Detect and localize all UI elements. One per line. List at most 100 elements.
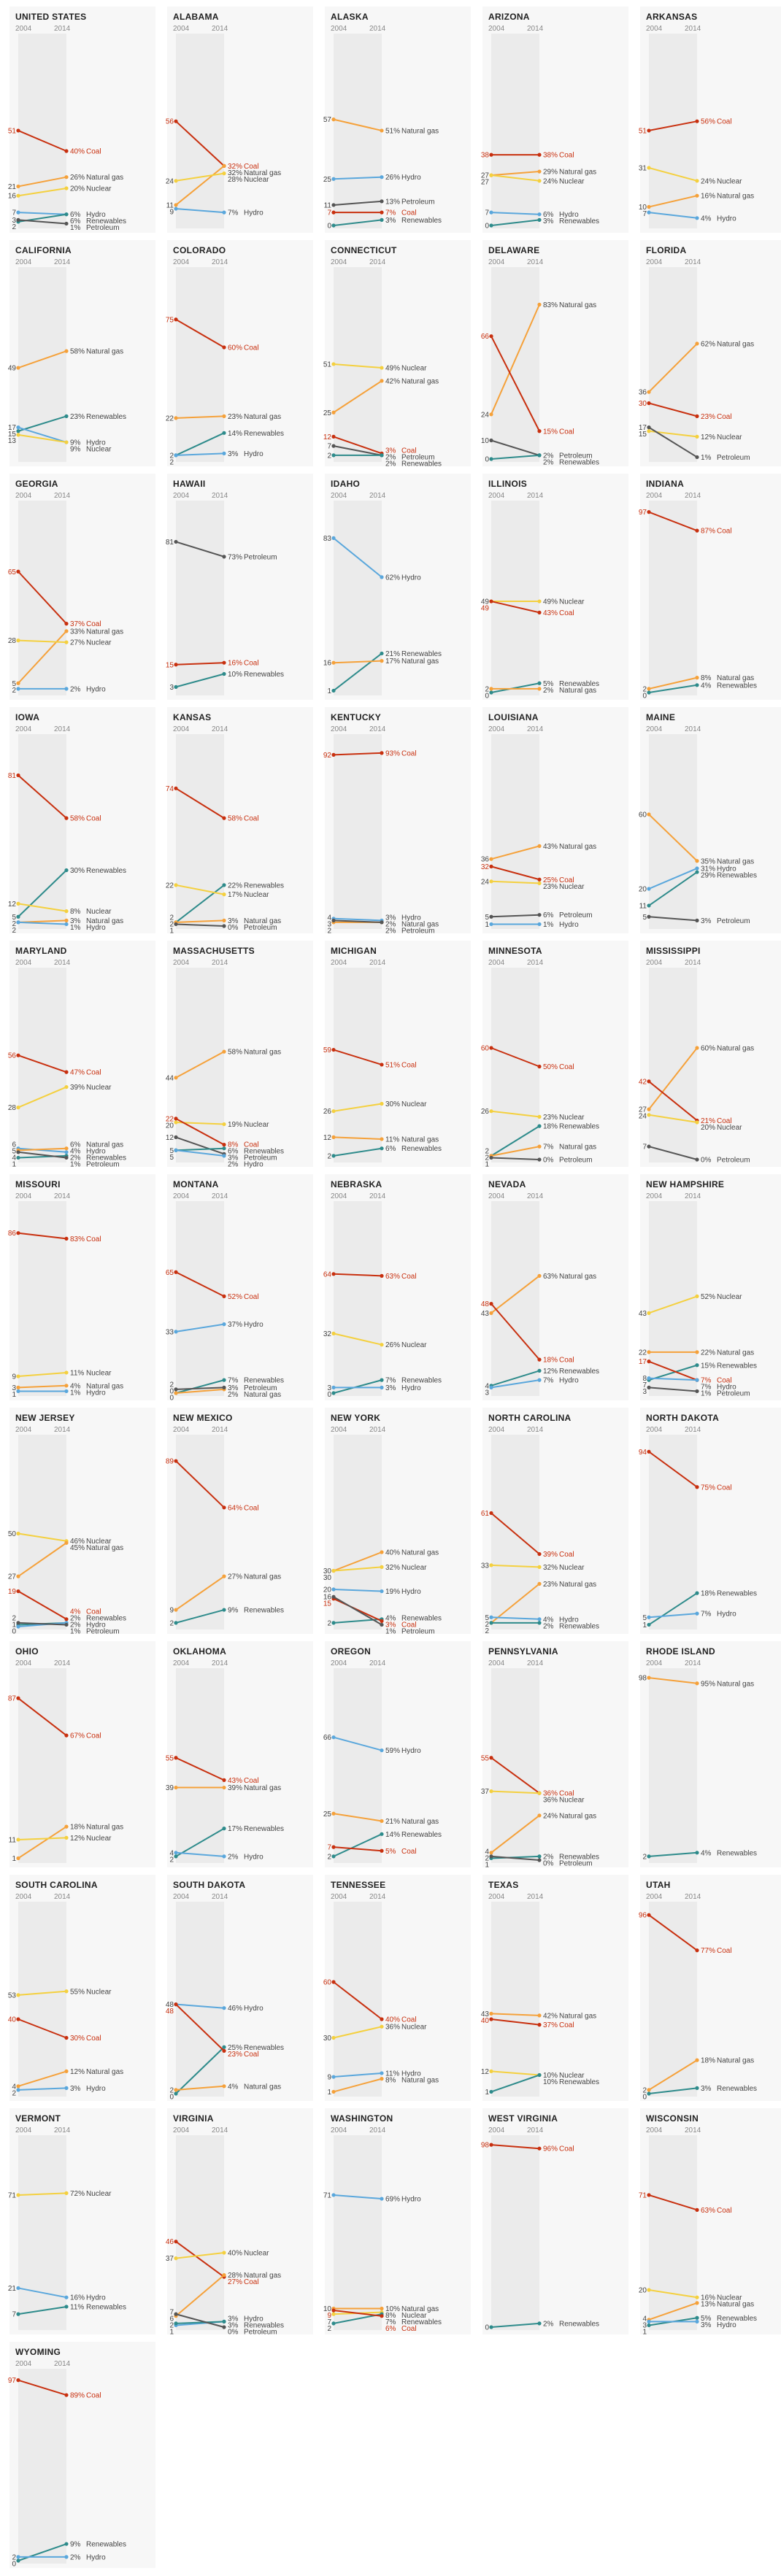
source-name-coal: Coal bbox=[86, 815, 101, 823]
value-label-2014-nuclear: 27% bbox=[70, 639, 85, 647]
state-title: CALIFORNIA bbox=[15, 245, 72, 255]
value-label-2014-coal: 58% bbox=[228, 815, 242, 823]
value-label-2004-natural-gas: 5 bbox=[12, 1148, 16, 1156]
state-panel-alabama: ALABAMA 2004 2014 56 24 11 9 32% Coal 32% Natural … bbox=[166, 7, 313, 233]
period-band bbox=[334, 501, 382, 695]
value-label-2004-hydro: 7 bbox=[12, 209, 16, 217]
source-name-renewables: Renewables bbox=[86, 217, 126, 225]
value-label-2014-coal: 63% bbox=[385, 1273, 400, 1281]
source-name-renewables: Renewables bbox=[86, 1615, 126, 1623]
state-panel-arkansas: ARKANSAS 2004 2014 51 31 10 7 56% Coal 24% Nuclear… bbox=[639, 7, 781, 233]
point-2004-coal bbox=[647, 401, 651, 406]
source-name-renewables: Renewables bbox=[244, 1607, 284, 1615]
source-name-petroleum: Petroleum bbox=[717, 917, 750, 925]
series-line-petroleum bbox=[175, 541, 225, 558]
value-label-2004-natural-gas: 36 bbox=[481, 856, 490, 864]
state-title: LOUISIANA bbox=[488, 712, 539, 722]
state-panel-georgia: GEORGIA 2004 2014 65 28 5 2 37% Coal 33% Natural g… bbox=[8, 474, 155, 700]
value-label-2014-natural-gas: 8% bbox=[701, 674, 712, 682]
state-title: MONTANA bbox=[173, 1179, 219, 1189]
year-end-label: 2014 bbox=[527, 25, 544, 33]
value-label-2004-renewables: 1 bbox=[485, 1862, 489, 1870]
source-name-nuclear: Nuclear bbox=[717, 1124, 742, 1132]
state-title: HAWAII bbox=[173, 479, 205, 489]
year-start-label: 2004 bbox=[15, 1893, 32, 1901]
point-2014-petroleum bbox=[222, 555, 226, 559]
value-label-2004-petroleum: 5 bbox=[485, 914, 489, 922]
point-2004-nuclear bbox=[489, 1789, 493, 1794]
source-name-natural-gas: Natural gas bbox=[86, 628, 123, 636]
source-name-renewables: Renewables bbox=[717, 2085, 757, 2093]
state-title: SOUTH CAROLINA bbox=[15, 1880, 98, 1890]
source-name-renewables: Renewables bbox=[559, 1622, 599, 1630]
source-name-hydro: Hydro bbox=[401, 1588, 421, 1596]
period-band bbox=[334, 1201, 382, 1396]
year-start-label: 2004 bbox=[331, 2126, 347, 2135]
source-name-renewables: Renewables bbox=[717, 2315, 757, 2323]
value-label-2004-hydro: 7 bbox=[642, 210, 647, 218]
value-label-2004-coal: 22 bbox=[166, 1115, 174, 1123]
value-label-2014-hydro: 69% bbox=[385, 2196, 400, 2204]
period-band bbox=[18, 734, 66, 929]
value-label-2004-coal: 55 bbox=[481, 1754, 490, 1762]
point-2014-coal bbox=[695, 119, 699, 123]
point-2004-petroleum bbox=[174, 1387, 178, 1392]
value-label-2004-nuclear: 24 bbox=[481, 878, 490, 886]
value-label-2004-renewables: 2 bbox=[485, 1148, 489, 1156]
series-line-renewables bbox=[333, 219, 382, 226]
point-2004-coal bbox=[331, 1047, 336, 1052]
point-2014-renewables bbox=[222, 1827, 226, 1831]
year-start-label: 2004 bbox=[646, 2126, 663, 2135]
source-name-natural-gas: Natural gas bbox=[559, 301, 596, 309]
point-2004-nuclear bbox=[16, 1993, 20, 1997]
value-label-2014-hydro: 9% bbox=[70, 439, 81, 447]
series-line-coal bbox=[18, 571, 67, 625]
source-name-petroleum: Petroleum bbox=[244, 553, 277, 561]
point-2014-petroleum bbox=[695, 1389, 699, 1394]
point-2014-natural-gas bbox=[537, 302, 542, 306]
point-2014-nuclear bbox=[64, 1989, 69, 1994]
value-label-2004-coal: 97 bbox=[8, 2377, 17, 2385]
state-panel-massachusetts: MASSACHUSETTS 2004 2014 44 22 20 12 5 5 58% Natura… bbox=[166, 941, 313, 1169]
source-name-natural-gas: Natural gas bbox=[244, 1049, 281, 1057]
source-name-coal: Coal bbox=[244, 2278, 259, 2286]
value-label-2014-natural-gas: 4% bbox=[228, 2083, 239, 2091]
value-label-2004-hydro: 2 bbox=[12, 927, 16, 935]
source-name-coal: Coal bbox=[717, 1947, 732, 1955]
value-label-2004-nuclear: 11 bbox=[9, 1836, 17, 1844]
source-name-coal: Coal bbox=[401, 1273, 417, 1281]
value-label-2004-hydro: 2 bbox=[12, 2553, 16, 2561]
value-label-2004-nuclear: 43 bbox=[639, 1310, 647, 1318]
point-2014-hydro bbox=[380, 2071, 384, 2075]
value-label-2014-coal: 47% bbox=[70, 1069, 85, 1077]
state-title: WEST VIRGINIA bbox=[488, 2113, 558, 2124]
source-name-natural-gas: Natural gas bbox=[559, 1812, 596, 1820]
source-name-coal: Coal bbox=[86, 1732, 101, 1740]
value-label-2014-coal: 67% bbox=[70, 1732, 85, 1740]
series-line-renewables bbox=[333, 1147, 382, 1157]
state-panel-connecticut: CONNECTICUT 2004 2014 51 25 12 7 2 49% Nuclear 42%… bbox=[323, 240, 471, 468]
series-line-coal bbox=[648, 1081, 698, 1122]
source-name-natural-gas: Natural gas bbox=[244, 1784, 281, 1792]
value-label-2014-coal: 43% bbox=[228, 1777, 242, 1785]
value-label-2014-natural-gas: 23% bbox=[228, 413, 242, 421]
value-label-2014-coal: 89% bbox=[70, 2392, 85, 2400]
value-label-2004-petroleum: 12 bbox=[166, 1134, 174, 1142]
value-label-2004-natural-gas: 16 bbox=[323, 660, 332, 668]
period-band bbox=[18, 1902, 66, 2097]
value-label-2014-natural-gas: 58% bbox=[228, 1049, 242, 1057]
point-2004-natural-gas bbox=[489, 857, 493, 861]
point-2004-hydro bbox=[174, 207, 178, 211]
value-label-2004-renewables: 2 bbox=[169, 2322, 174, 2330]
point-2004-nuclear bbox=[489, 1109, 493, 1114]
period-band bbox=[176, 501, 224, 695]
series-line-natural-gas bbox=[175, 919, 225, 923]
point-2014-coal bbox=[64, 1617, 69, 1621]
point-2004-renewables bbox=[647, 1854, 651, 1859]
state-panel-indiana: INDIANA 2004 2014 97 2 0 87% Coal 8% Natural gas 4… bbox=[639, 474, 781, 700]
point-2014-natural-gas bbox=[537, 1273, 542, 1278]
series-line-coal bbox=[490, 2144, 540, 2150]
